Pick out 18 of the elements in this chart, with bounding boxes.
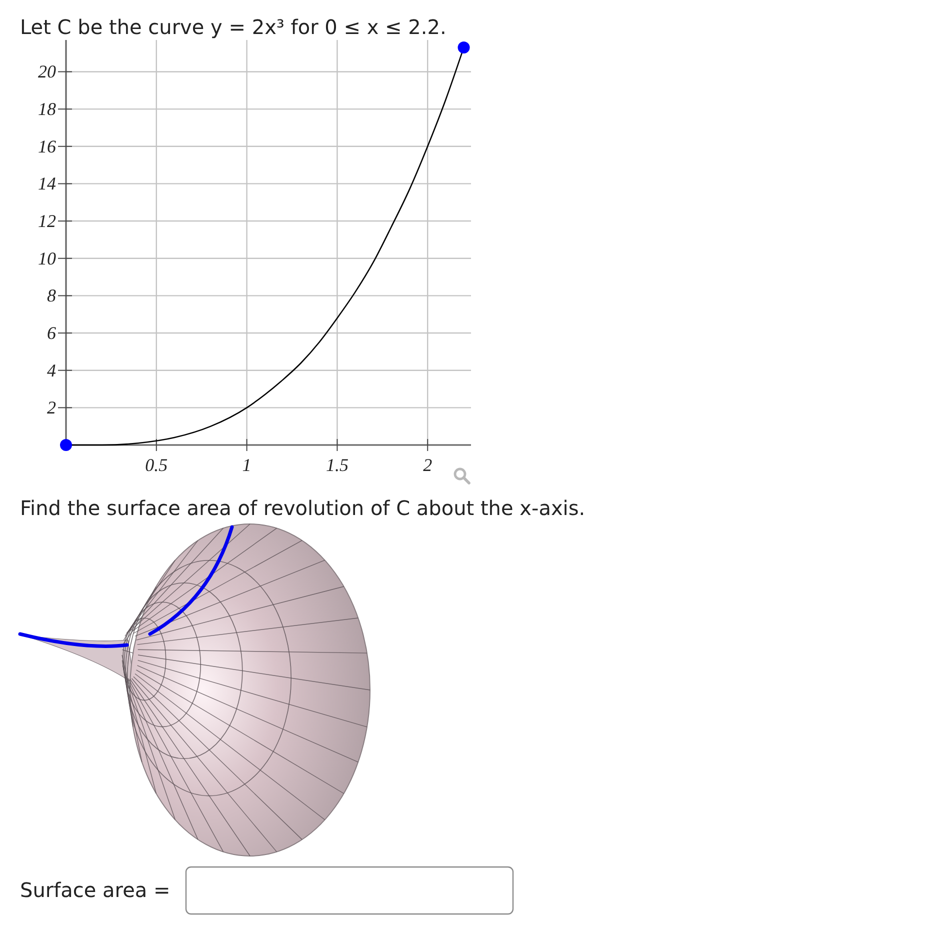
x-tick-label: 1.5 bbox=[326, 455, 348, 475]
text-field[interactable] bbox=[185, 866, 514, 915]
y-tick-label: 14 bbox=[38, 174, 56, 194]
y-tick-label: 4 bbox=[47, 360, 56, 380]
x-tick-label: 2 bbox=[423, 455, 432, 475]
y-tick-label: 12 bbox=[38, 211, 56, 232]
y-tick-label: 6 bbox=[47, 323, 56, 344]
chart-title: Let C be the curve y = 2x³ for 0 ≤ x ≤ 2.2. bbox=[20, 15, 446, 39]
y-tick-label: 18 bbox=[38, 99, 56, 120]
y-tick-label: 16 bbox=[38, 136, 56, 156]
y-tick-label: 10 bbox=[38, 248, 56, 268]
text: Find the surface area of revolution of C about the x-axis. bbox=[20, 496, 586, 520]
x-tick-label: 0.5 bbox=[145, 455, 168, 475]
y-tick-label: 20 bbox=[38, 62, 56, 82]
x-tick-label: 1 bbox=[242, 455, 252, 475]
text: Surface area = bbox=[20, 878, 170, 902]
y-tick-label: 8 bbox=[47, 286, 56, 306]
y-tick-label: 2 bbox=[47, 398, 56, 418]
